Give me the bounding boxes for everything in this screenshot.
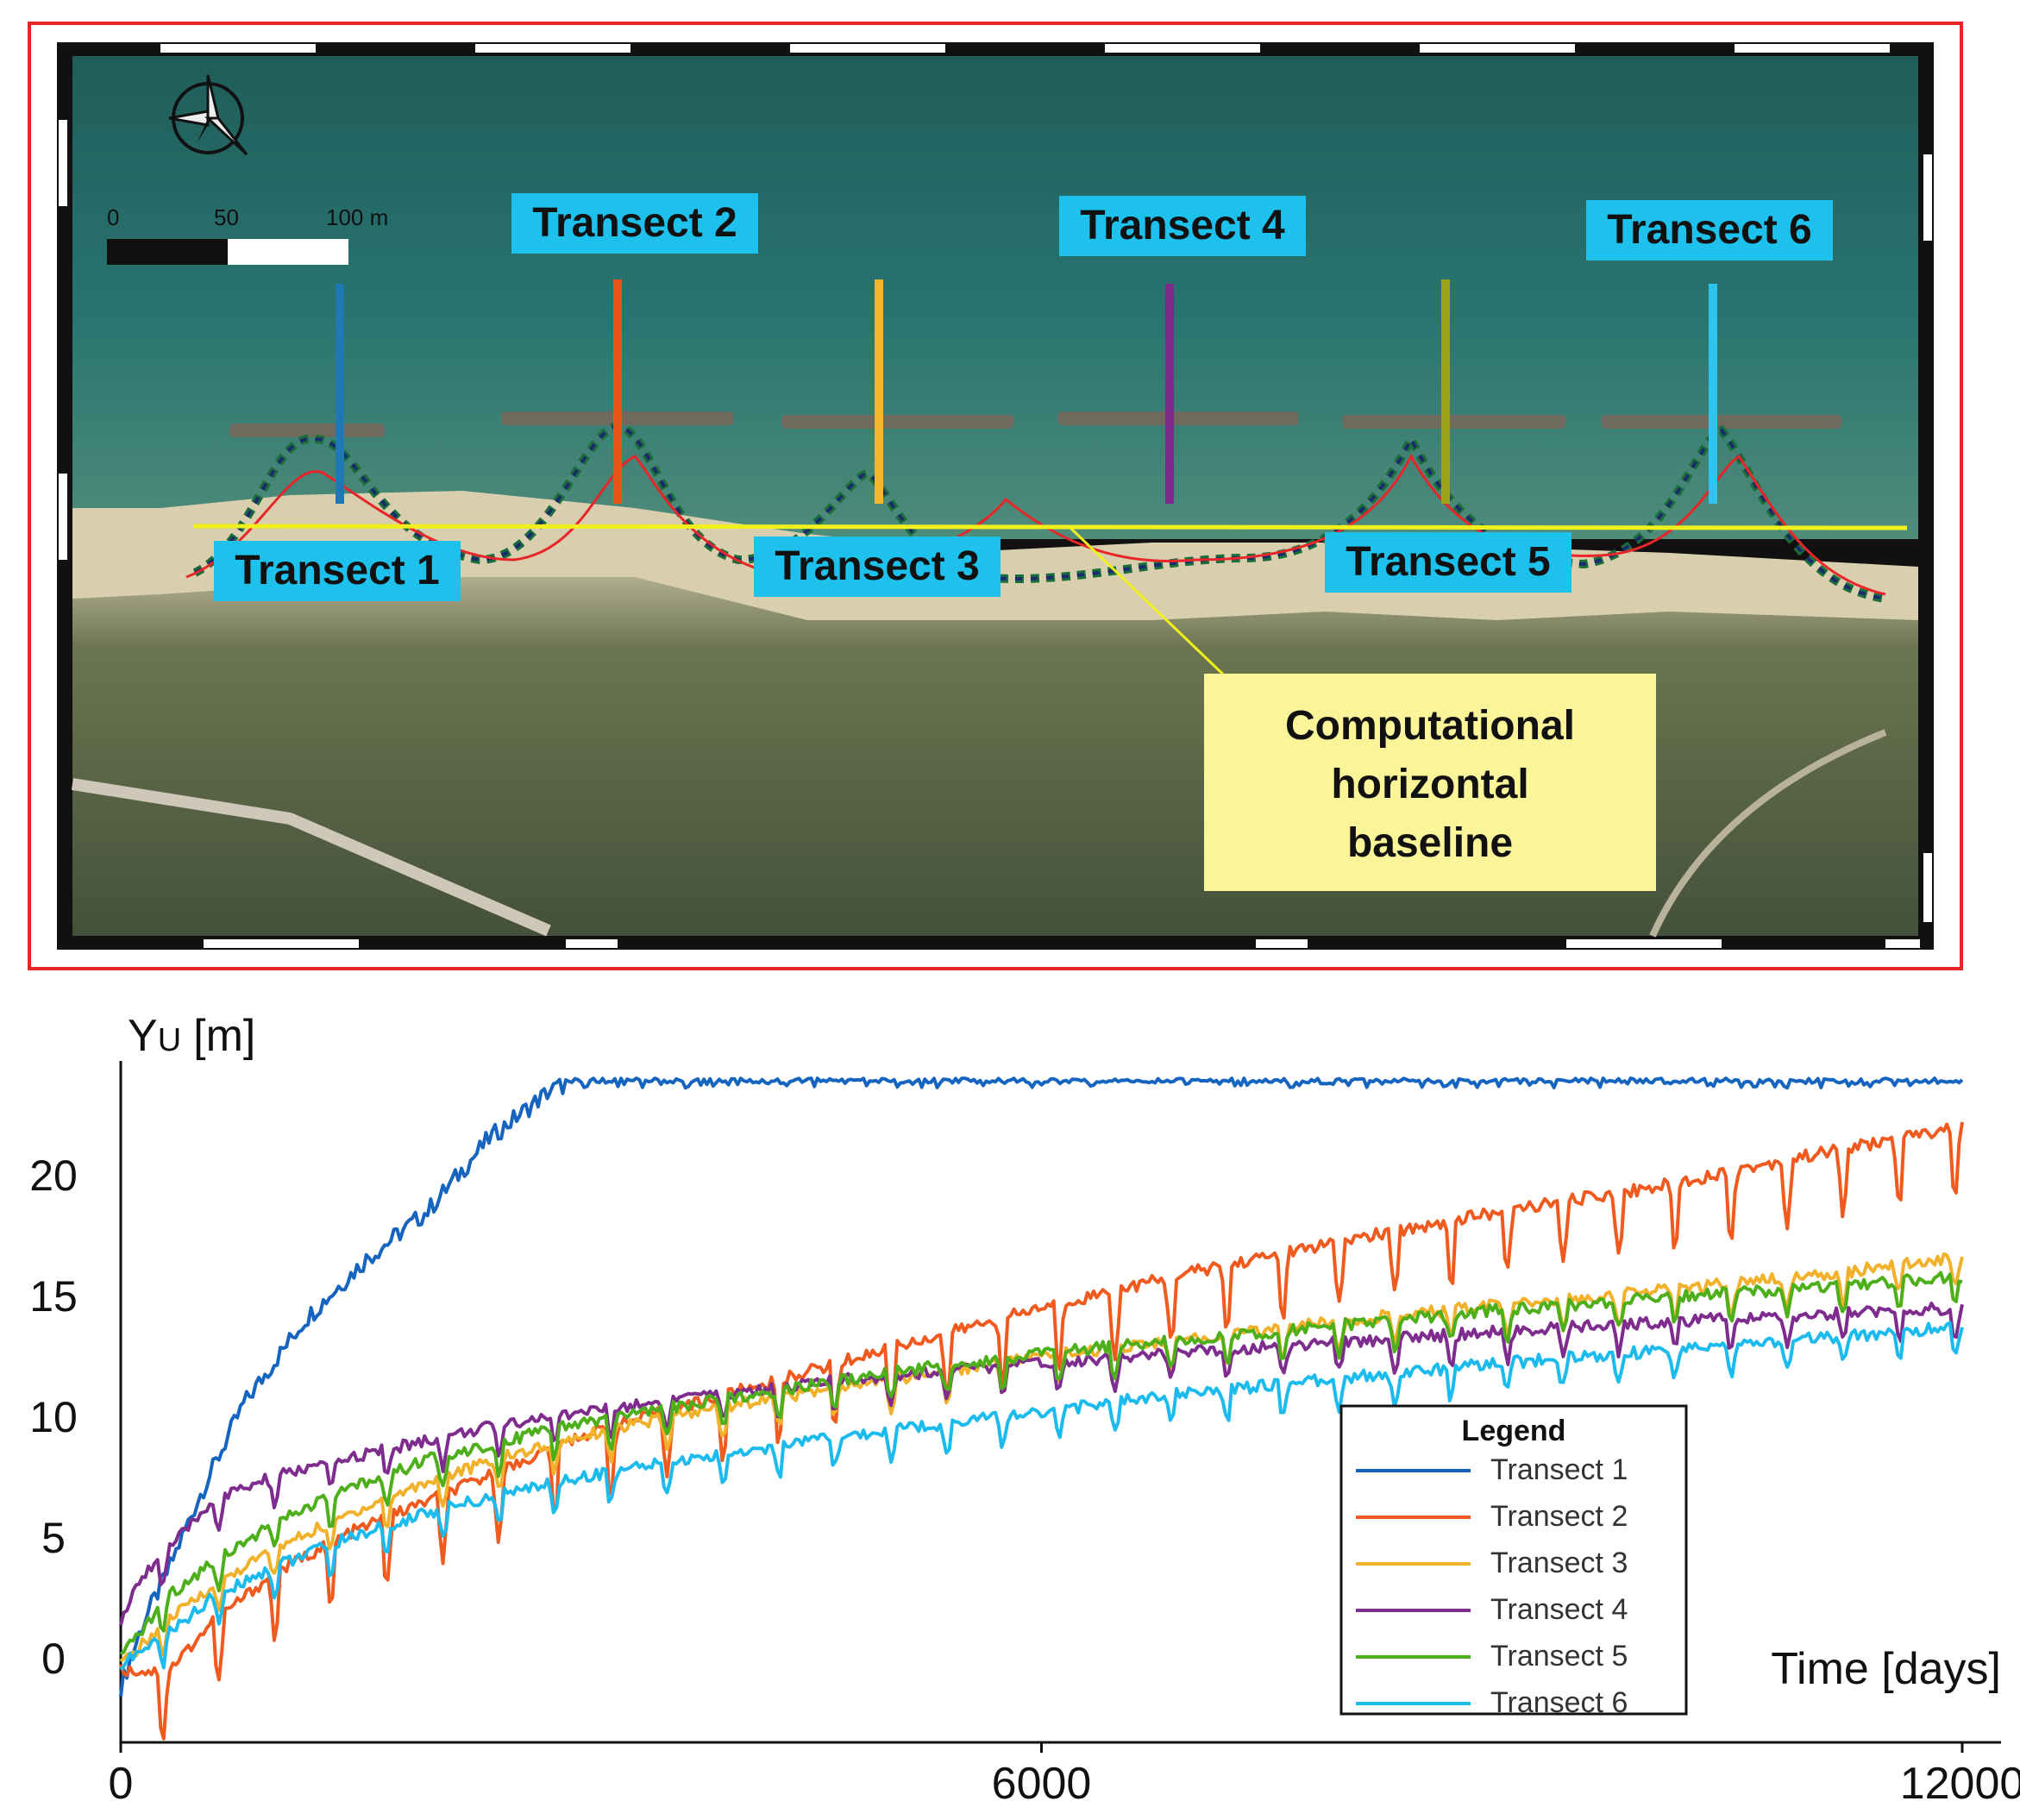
callout-leader [1069,526,1240,691]
legend-label-1: Transect 1 [1490,1453,1628,1486]
legend-label-2: Transect 2 [1490,1500,1628,1533]
map-panel: 0 50 100 m Transect 1 Transect 2 Transec… [28,22,1963,970]
transect-3-label-box [754,537,1001,597]
transect-labels: Transect 1 Transect 2 Transect 3 Transec… [214,193,1833,601]
transect-4-label: Transect 4 [1080,203,1285,248]
transect-5-label-box [1325,532,1571,593]
series-line-1 [119,1076,1964,1698]
transect-lines [336,279,1717,504]
y-label-main: Y [128,1011,158,1061]
callout-line-2: horizontal [1331,762,1528,807]
scale-bar: 0 50 100 m [107,204,388,265]
transect-2-label: Transect 2 [532,200,737,246]
legend-items: Transect 1 Transect 2 Transect 3 Transect 4… [1356,1453,1628,1719]
aerial-map: 0 50 100 m Transect 1 Transect 2 Transec… [57,42,1934,950]
x-axis-label: Time [days] [1771,1644,2001,1694]
scale-tick-100: 100 m [326,204,388,230]
legend-label-6: Transect 6 [1490,1686,1628,1719]
y-tick-10: 10 [29,1393,78,1441]
x-tick-6000: 6000 [992,1759,1092,1809]
legend-box [1339,1404,1688,1716]
y-axis-label: YU [m] [128,1011,255,1061]
y-label-unit: [m] [193,1011,255,1061]
scale-tick-50: 50 [214,204,239,230]
y-tick-20: 20 [29,1152,78,1200]
y-tick-5: 5 [41,1514,66,1562]
series-line-6 [119,1321,1964,1671]
y-label-sub: U [158,1022,181,1058]
breakwaters [229,411,1842,437]
y-tick-0: 0 [41,1635,66,1683]
frame-ticks [59,44,1932,948]
transect-2-label-box [511,193,758,254]
series-line-5 [119,1271,1963,1656]
baseline-callout: Computational horizontal baseline [1204,674,1656,891]
legend-title: Legend [1462,1415,1566,1447]
series-line-4 [119,1302,1964,1626]
series-line-2 [119,1121,1964,1741]
transect-5-label: Transect 5 [1346,539,1550,585]
yu-time-chart: 0 5 10 15 20 0 6000 12000 YU [m] Time [days] Le… [29,1011,2020,1809]
transect-1-label: Transect 1 [235,548,439,593]
north-arrow-icon [168,74,248,156]
callout-line-3: baseline [1347,820,1513,866]
x-tick-labels: 0 6000 12000 [109,1742,2020,1809]
transect-6-label-box [1586,200,1833,260]
callout-box [1204,674,1656,891]
sea-area [72,56,1918,539]
chart-axes [119,1061,2001,1744]
callout-line-1: Computational [1285,703,1575,749]
transect-3-label: Transect 3 [775,543,979,589]
series-lines [119,1076,1964,1741]
transect-1-label-box [214,541,461,601]
x-tick-12000: 12000 [1900,1759,2020,1809]
scale-tick-0: 0 [107,204,119,230]
road [71,778,551,937]
track [1649,729,1887,938]
y-tick-15: 15 [29,1272,78,1321]
y-tick-labels: 0 5 10 15 20 [29,1152,78,1683]
computational-baseline [192,524,1908,530]
legend-label-4: Transect 4 [1490,1593,1628,1626]
legend-label-3: Transect 3 [1490,1547,1628,1579]
x-tick-0: 0 [109,1759,134,1809]
transect-6-label: Transect 6 [1607,207,1811,253]
transect-4-label-box [1059,196,1306,256]
legend-label-5: Transect 5 [1490,1640,1628,1673]
